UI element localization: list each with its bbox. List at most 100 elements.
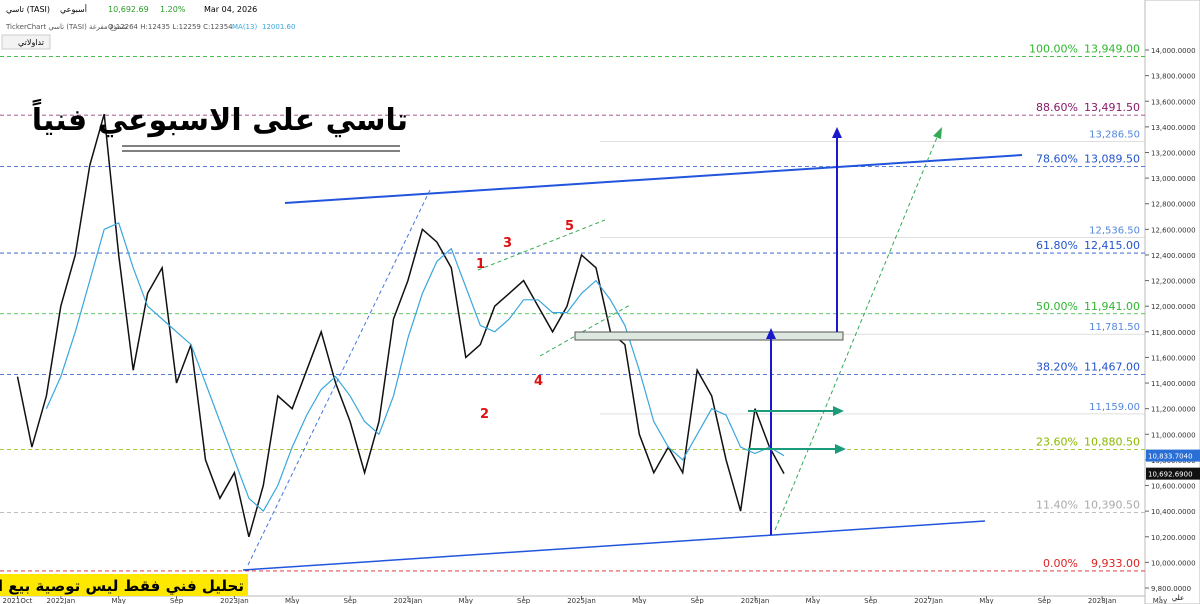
wave-line [539,304,631,357]
x-tick-label: Sep [170,597,184,604]
wave-label: 2 [480,407,489,422]
button-label: تداولاتي [18,38,44,47]
fib-value: 11,941.00 [1084,300,1140,313]
x-tick-label: Sep [864,597,878,604]
change: 1.20% [160,5,186,14]
symbol: تاسي (TASI) [6,5,50,14]
level-label: 13,286.50 [1089,129,1140,140]
footer: تحليل فني فقط ليس توصية بيع او شراء [0,577,244,595]
x-tick-label: May [806,597,820,604]
price-tag [1146,449,1200,462]
price-tag-label: 10,692.6900 [1148,471,1193,479]
axis-panel [1144,0,1200,604]
fib-value: 12,415.00 [1084,239,1140,252]
period: أسبوعي [60,4,87,14]
wave-label: 5 [565,219,574,234]
y-tick-label: 10,400.0000 [1151,508,1196,516]
fib-value: 10,880.50 [1084,436,1140,449]
wave-label: 4 [534,374,543,389]
fib-pct: 88.60% [1036,101,1078,114]
y-tick-label: 12,200.0000 [1151,278,1196,286]
price-tag-label: 10,833.7040 [1148,453,1193,461]
x-tick-label: Sep [691,597,705,604]
y-tick-label: 13,200.0000 [1151,149,1196,157]
fib-value: 13,949.00 [1084,43,1140,56]
fib-pct: 0.00% [1043,557,1078,570]
date: Mar 04, 2026 [204,5,257,14]
x-tick-label: 2023Jan [220,597,249,604]
y-tick-label: 12,400.0000 [1151,252,1196,260]
fib-value: 13,491.50 [1084,101,1140,114]
wave-line [477,219,606,271]
arrow-head [835,444,846,454]
fib-pct: 23.60% [1036,436,1078,449]
y-tick-label: 10,200.0000 [1151,534,1196,542]
level-label: 11,781.50 [1089,322,1140,333]
source: TickerChart تاسي (TASI) شموع مفرغة [5,23,128,31]
x-tick-label: May [285,597,299,604]
x-tick-label: May [979,597,993,604]
arrow-head [766,328,776,339]
x-tick-label: 2024Jan [394,597,423,604]
level-label: 11,159.00 [1089,402,1140,413]
target-path [774,134,939,531]
x-tick-label: May [1153,597,1167,604]
x-tick-label: 2027Jan [914,597,943,604]
y-tick-label: 11,600.0000 [1151,354,1196,362]
footer-bg [0,574,248,596]
y-tick-label: 13,600.0000 [1151,98,1196,106]
arrow-head [833,406,844,416]
fib-value: 9,933.00 [1091,557,1140,570]
trendline [242,520,986,571]
signature: علي [1172,594,1184,602]
x-tick-label: May [111,597,125,604]
fib-value: 11,467.00 [1084,360,1140,373]
wave-label: 1 [476,257,485,272]
x-tick-label: Sep [343,597,357,604]
y-tick-label: 10,600.0000 [1151,483,1196,491]
ma-value: 12001.60 [262,23,295,31]
y-tick-label: 12,800.0000 [1151,201,1196,209]
button[interactable] [1,34,51,50]
fib-pct: 11.40% [1036,498,1078,511]
fib-pct: 38.20% [1036,360,1078,373]
y-tick-label: 10,000.0000 [1151,559,1196,567]
fib-value: 13,089.50 [1084,153,1140,166]
y-tick-label: 12,600.0000 [1151,226,1196,234]
x-tick-label: 2028Jan [1088,597,1117,604]
fib-value: 10,390.50 [1084,498,1140,511]
x-tick-label: May [459,597,473,604]
y-tick-label: 11,000.0000 [1151,431,1196,439]
last-price: 10,692.69 [108,5,149,14]
x-tick-label: Sep [517,597,531,604]
level-label: 12,536.50 [1089,225,1140,236]
fib-pct: 61.80% [1036,239,1078,252]
arrow-head [933,127,942,139]
y-tick-label: 11,400.0000 [1151,380,1196,388]
x-tick-label: May [632,597,646,604]
y-tick-label: 13,800.0000 [1151,73,1196,81]
x-tick-label: 2025Jan [567,597,596,604]
chart-title: تاسي على الاسبوعي فنياً [32,98,408,138]
price-tag [1146,467,1200,480]
series-line [16,113,785,538]
fib-pct: 50.00% [1036,300,1078,313]
series-line [45,222,785,513]
x-tick-label: 2026Jan [741,597,770,604]
y-tick-label: 13,400.0000 [1151,124,1196,132]
zone [574,331,844,341]
arrow-head [832,127,842,138]
ma-label: MA(13) [232,23,257,31]
fib-pct: 78.60% [1036,153,1078,166]
y-tick-label: 13,000.0000 [1151,175,1196,183]
ohlc: O:12264 H:12435 L:12259 C:12354 [108,23,233,31]
y-tick-label: 11,800.0000 [1151,329,1196,337]
x-tick-label: 2022Jan [47,597,76,604]
x-tick-label: 2021Oct [3,597,33,604]
y-tick-label: 12,000.0000 [1151,303,1196,311]
y-tick-label: 11,200.0000 [1151,406,1196,414]
fib-pct: 100.00% [1029,43,1078,56]
trendline [284,154,1023,204]
wave-label: 3 [503,236,512,251]
